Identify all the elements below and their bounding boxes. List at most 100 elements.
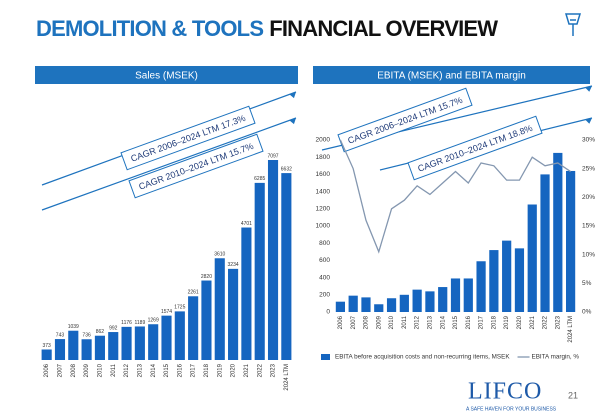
x-tick-label: 2009 (376, 315, 382, 329)
bar (463, 278, 473, 312)
x-tick-label: 2008 (364, 315, 370, 329)
x-tick-label: 2021 (244, 363, 250, 377)
bar (399, 294, 409, 312)
footer-tagline: A SAFE HAVEN FOR YOUR BUSINESS (466, 406, 557, 412)
y2-tick-label: 30% (582, 137, 595, 144)
y-tick-label: 200 (319, 292, 330, 299)
panel-title: EBITA (MSEK) and EBITA margin (377, 71, 526, 82)
bar (161, 315, 172, 360)
cagr-box-frame (128, 133, 264, 199)
bar (281, 173, 292, 360)
y-tick-label: 400 (319, 274, 330, 281)
bar-value-label: 1176 (121, 320, 132, 326)
bar (121, 326, 132, 360)
x-tick-label: 2007 (351, 315, 357, 329)
y-tick-label: 2000 (316, 137, 331, 144)
panel-header (313, 66, 590, 84)
page-number: 21 (568, 390, 578, 400)
bar (81, 339, 92, 360)
y-tick-label: 1200 (316, 206, 331, 213)
bar (108, 332, 119, 360)
bar-value-label: 1269 (148, 318, 159, 324)
x-tick-label: 2007 (58, 363, 64, 377)
y-tick-label: 1400 (316, 188, 331, 195)
x-tick-label: 2014 (440, 315, 446, 329)
title-highlight: DEMOLITION & TOOLS (36, 16, 263, 41)
bar (201, 280, 212, 360)
x-tick-label: 2019 (504, 315, 510, 329)
x-tick-label: 2012 (415, 315, 421, 329)
y2-tick-label: 10% (582, 251, 595, 258)
bar (267, 160, 279, 360)
cagr-box-frame (337, 87, 473, 153)
bar (412, 289, 422, 312)
panel-header (35, 66, 298, 84)
x-tick-label: 2016 (466, 315, 472, 329)
bar (374, 304, 384, 312)
x-tick-label: 2017 (191, 363, 197, 377)
bar (361, 297, 371, 312)
bar-value-label: 4701 (241, 221, 252, 227)
x-tick-label: 2011 (111, 363, 117, 377)
y2-tick-label: 5% (582, 280, 592, 287)
x-tick-label: 2006 (338, 315, 344, 329)
bar (335, 301, 345, 312)
y-tick-label: 1800 (316, 154, 331, 161)
x-tick-label: 2021 (530, 315, 536, 329)
x-tick-label: 2024 LTM (568, 316, 574, 343)
y-tick-label: 600 (319, 257, 330, 264)
bar (386, 298, 397, 312)
y2-tick-label: 0% (582, 309, 592, 316)
legend-label: EBITA before acquisition costs and non-r… (335, 354, 510, 361)
bar (476, 261, 486, 312)
legend-label: EBITA margin, % (532, 354, 580, 361)
bar-value-label: 3234 (228, 262, 239, 268)
cagr-arrowhead (289, 118, 296, 125)
bar-value-label: 6285 (254, 176, 265, 182)
x-tick-label: 2018 (204, 363, 210, 377)
footer-logo: LIFCO (468, 379, 542, 405)
cagr-arrowhead (289, 92, 296, 99)
legend-swatch (321, 354, 330, 360)
y2-tick-label: 15% (582, 223, 595, 230)
x-tick-label: 2022 (543, 315, 549, 329)
cagr-box-frame (120, 105, 256, 171)
bar-value-label: 3610 (214, 252, 225, 258)
x-tick-label: 2011 (402, 315, 408, 329)
panel-title: Sales (MSEK) (135, 71, 198, 82)
bar (502, 240, 512, 312)
x-tick-label: 2020 (517, 315, 523, 329)
bar (489, 250, 499, 312)
bar-value-label: 2820 (201, 274, 212, 280)
bar-value-label: 736 (82, 333, 91, 339)
x-tick-label: 2013 (427, 315, 433, 329)
margin-line (339, 139, 571, 254)
cagr-box-frame (407, 115, 543, 181)
x-tick-label: 2018 (491, 315, 497, 329)
bar-value-label: 373 (42, 343, 51, 349)
x-tick-label: 2022 (257, 363, 263, 377)
y-tick-label: 1000 (316, 223, 331, 230)
bar (54, 339, 66, 360)
bar (241, 227, 252, 360)
y-tick-label: 0 (326, 309, 330, 316)
bar (566, 170, 576, 312)
cagr-arrowhead (585, 118, 592, 124)
bar-value-label: 1039 (68, 324, 79, 330)
x-tick-label: 2010 (97, 363, 103, 377)
title-rest: FINANCIAL OVERVIEW (269, 16, 498, 41)
bar (348, 295, 358, 312)
x-tick-label: 2014 (151, 363, 157, 377)
x-tick-label: 2013 (137, 363, 143, 377)
bar-value-label: 1725 (174, 305, 185, 311)
bar (425, 291, 435, 312)
x-tick-label: 2015 (453, 315, 459, 329)
x-tick-label: 2023 (271, 363, 277, 377)
bar (41, 349, 52, 360)
slide-title: DEMOLITION & TOOLS FINANCIAL OVERVIEW (36, 16, 498, 41)
bar (214, 258, 225, 360)
bar-value-label: 992 (109, 325, 118, 331)
y-tick-label: 1600 (316, 171, 331, 178)
x-tick-label: 2009 (84, 363, 90, 377)
